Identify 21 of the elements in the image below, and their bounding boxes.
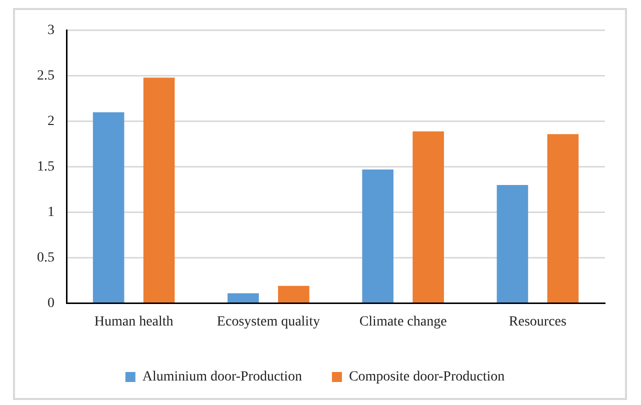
bar [228, 293, 259, 302]
y-tick-label: 1.5 [37, 159, 54, 174]
y-tick-label: 3 [48, 23, 54, 38]
bar [547, 134, 579, 302]
x-tick-label: Human health [94, 314, 174, 330]
x-tick-label: Climate change [359, 314, 447, 330]
bar [412, 131, 444, 302]
legend-label: Aluminium door-Production [142, 370, 302, 385]
bar [92, 112, 124, 302]
y-tick-label: 2.5 [37, 68, 54, 84]
y-tick-label: 0.5 [37, 250, 54, 266]
y-tick-label: 2 [48, 114, 54, 130]
bar [278, 286, 310, 302]
bar [496, 184, 528, 302]
x-tick-label: Resources [508, 314, 566, 330]
y-tick-label: 1 [48, 204, 54, 220]
bar [143, 78, 175, 302]
bar [362, 170, 394, 302]
legend-label: Composite door-Production [348, 370, 505, 385]
y-tick-label: 0 [48, 296, 54, 311]
x-tick-label: Ecosystem quality [216, 314, 320, 330]
